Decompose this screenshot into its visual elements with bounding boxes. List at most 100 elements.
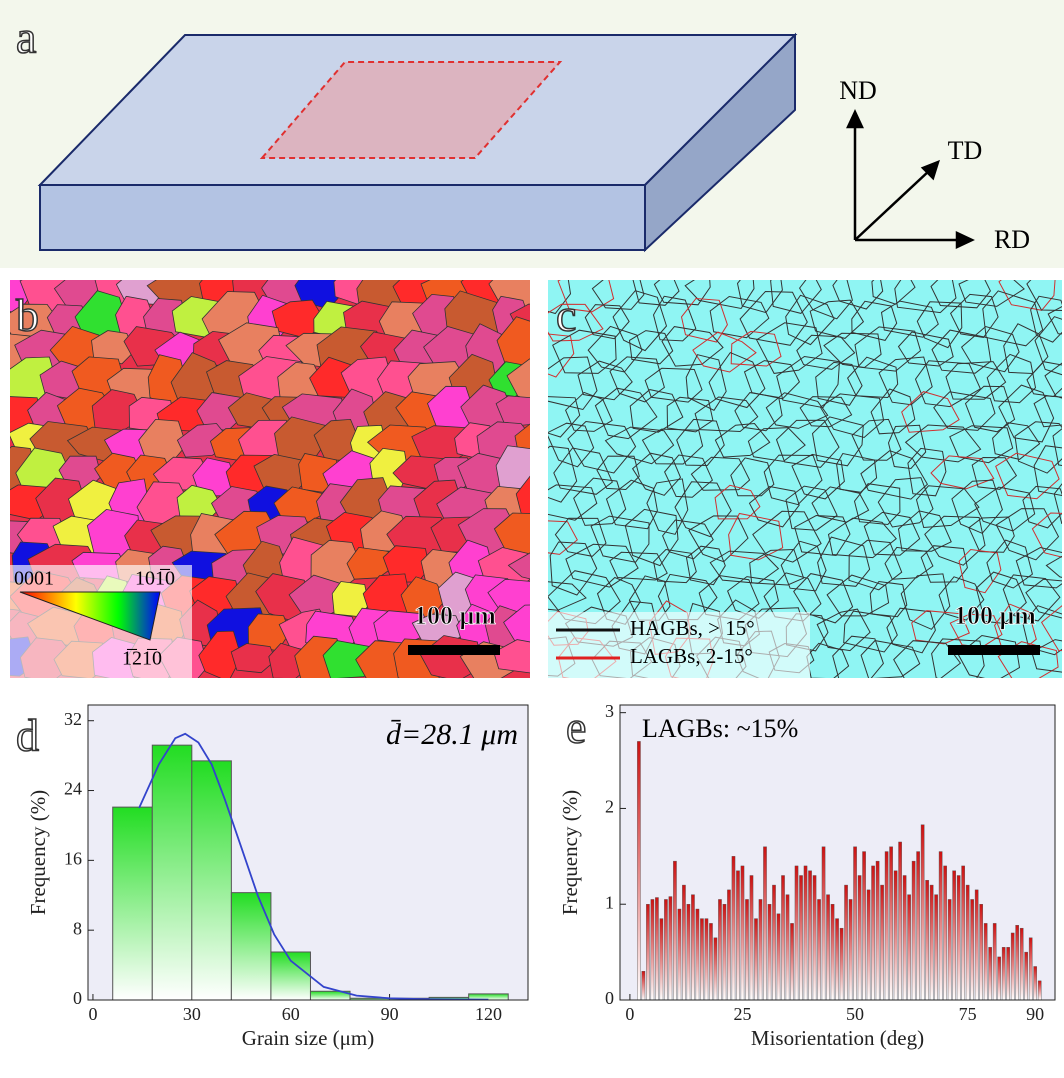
ipf-label: 101̅0 [135,568,175,590]
bar [912,861,915,1000]
bar [817,899,820,1000]
bar [799,875,802,1000]
bar [1029,938,1032,1000]
bar [768,904,771,1000]
bar [966,885,969,1000]
x-tick-label: 25 [733,1004,751,1024]
bar [763,847,766,1000]
axis-rd: RD [994,225,1030,254]
ipf-label: 1̅21̅0 [122,648,162,670]
bar [840,928,843,1000]
bar [1034,966,1037,1000]
bar [795,866,798,1000]
axis-td: TD [948,136,983,165]
panel-label: d [16,710,39,761]
bar [152,745,192,1000]
bar [993,923,996,1000]
bar [917,852,920,1000]
bar [844,885,847,1000]
bar [709,923,712,1000]
bar [660,919,663,1000]
bar [975,890,978,1000]
bar [714,938,717,1000]
y-tick-label: 2 [605,797,614,817]
y-tick-label: 32 [64,709,82,729]
bar [113,807,153,1000]
x-tick-label: 50 [846,1004,864,1024]
bar [192,761,232,1000]
bar [673,861,676,1000]
bar [962,866,965,1000]
bar [890,847,893,1000]
bar [826,895,829,1000]
bar [705,919,708,1000]
bar [736,871,739,1000]
bar [953,871,956,1000]
bar [687,904,690,1000]
legend-label: HAGBs, > 15° [630,616,755,640]
bar [637,741,640,1000]
x-tick-label: 0 [88,1004,97,1024]
bar [944,866,947,1000]
bar [754,919,757,1000]
bar [871,866,874,1000]
bar [655,898,658,1000]
bar [1011,933,1014,1000]
bar [727,890,730,1000]
y-tick-label: 0 [605,988,614,1008]
bar [822,847,825,1000]
scale-bar [948,645,1040,655]
scale-bar-label: 100 μm [954,601,1036,630]
bar [908,895,911,1000]
bar [930,885,933,1000]
bar [813,875,816,1000]
x-tick-label: 0 [625,1004,634,1024]
bar [921,825,924,1000]
y-tick-label: 8 [73,918,82,938]
bar [1016,925,1019,1000]
bar [732,856,735,1000]
bar [903,875,906,1000]
bar [980,904,983,1000]
bar [651,899,654,1000]
bar [831,904,834,1000]
bar [808,871,811,1000]
bar [998,957,1001,1000]
plate-front [40,185,645,250]
bar [1020,928,1023,1000]
bar [1007,947,1010,1000]
bar [741,866,744,1000]
y-axis-label: Frequency (%) [26,790,50,915]
bar [971,899,974,1000]
bar [935,895,938,1000]
y-tick-label: 3 [605,701,614,721]
x-tick-label: 90 [381,1004,399,1024]
scale-bar-label: 100 μm [414,601,496,630]
bar [231,893,271,1000]
legend-label: LAGBs, 2-15° [630,644,753,668]
bar [881,885,884,1000]
bar [926,880,929,1000]
bar [786,895,789,1000]
bar [750,875,753,1000]
bar [723,904,726,1000]
bar [664,899,667,1000]
y-tick-label: 1 [605,892,614,912]
bar [989,947,992,1000]
axis-nd: ND [839,76,877,105]
bar [853,847,856,1000]
bar [804,866,807,1000]
panel-label: a [16,12,36,63]
panel-label: b [16,290,39,341]
bar [894,871,897,1000]
x-tick-label: 120 [475,1004,502,1024]
x-axis-label: Grain size (μm) [242,1026,375,1050]
bar [790,923,793,1000]
bar [858,875,861,1000]
bar [835,919,838,1000]
panel-label: c [556,290,576,341]
bar [678,909,681,1000]
bar [642,971,645,1000]
panel-label: e [566,702,586,753]
annotation: LAGBs: ~15% [642,714,798,743]
